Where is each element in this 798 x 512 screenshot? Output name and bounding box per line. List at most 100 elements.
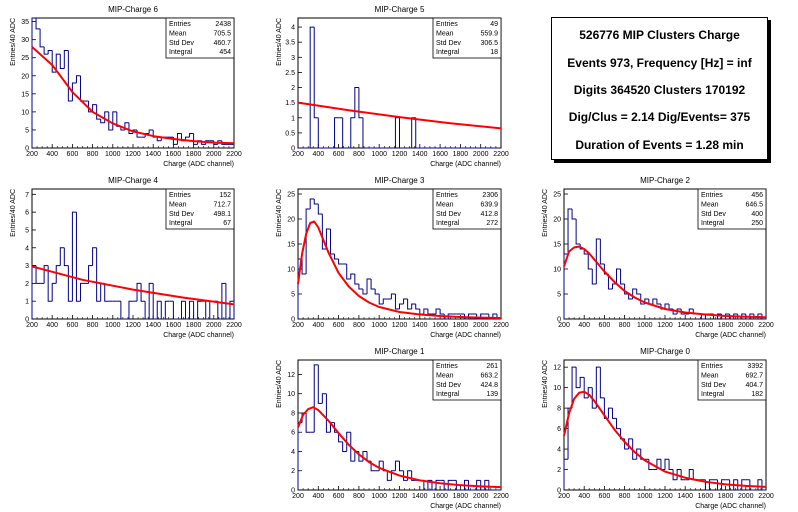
histogram-bin xyxy=(317,364,323,404)
histogram-bin xyxy=(104,283,109,302)
histogram-bin xyxy=(480,480,485,491)
x-axis-label: Charge (ADC channel) xyxy=(695,332,766,339)
stats-box-frame xyxy=(165,17,235,59)
histogram-bin xyxy=(636,289,641,295)
histogram-bin xyxy=(120,301,125,320)
summary-duration: Duration of Events = 1.28 min xyxy=(575,138,744,152)
stats-label: Integral xyxy=(701,220,725,227)
stats-value: 412.8 xyxy=(480,211,498,218)
stats-label: Entries xyxy=(436,363,458,370)
x-tick-label: 2200 xyxy=(758,493,774,500)
x-tick-label: 1000 xyxy=(371,151,387,158)
histogram-bin xyxy=(140,283,146,302)
histogram-bin xyxy=(55,53,61,73)
histogram-bin xyxy=(672,469,678,481)
x-tick-label: 800 xyxy=(87,151,99,158)
x-tick-label: 1200 xyxy=(392,151,408,158)
histogram-bin xyxy=(571,209,577,220)
histogram-bin xyxy=(342,441,347,452)
histogram-bin xyxy=(390,293,396,299)
stats-label: Mean xyxy=(169,201,187,208)
stats-label: Entries xyxy=(701,363,723,370)
histogram-bin xyxy=(43,46,49,55)
histogram-bin xyxy=(128,300,133,319)
stats-value: 139 xyxy=(486,391,498,398)
y-tick-label: 25 xyxy=(21,55,29,62)
stats-label: Entries xyxy=(436,192,458,199)
x-tick-label: 400 xyxy=(46,151,58,158)
histogram-bin xyxy=(156,300,162,319)
histogram-bin xyxy=(399,303,404,309)
summary-panel: 526776 MIP Clusters Charge Events 973, F… xyxy=(551,17,768,160)
histogram-bin xyxy=(680,309,686,315)
x-tick-label: 800 xyxy=(353,151,365,158)
stats-box-frame xyxy=(432,17,502,59)
histogram-bin xyxy=(680,469,686,481)
histogram-bin xyxy=(229,300,234,319)
histogram-bin xyxy=(583,249,589,255)
histogram-bin xyxy=(31,265,37,319)
y-tick-label: 0.5 xyxy=(285,130,295,137)
histogram-bin xyxy=(427,479,432,490)
y-tick-label: 0 xyxy=(557,488,561,495)
y-tick-label: 0 xyxy=(291,488,295,495)
histogram-bin xyxy=(476,314,481,320)
stats-value: 67 xyxy=(223,220,231,227)
histogram-bin xyxy=(108,111,113,131)
histogram-bin xyxy=(447,479,453,490)
histogram-bin xyxy=(455,480,461,491)
histogram-bin xyxy=(63,247,69,267)
y-tick-label: 0 xyxy=(557,317,561,324)
histogram-bin xyxy=(496,314,501,320)
y-tick-label: 5 xyxy=(291,292,295,299)
y-tick-label: 25 xyxy=(553,192,561,199)
x-tick-label: 1600 xyxy=(698,493,714,500)
histogram-bin xyxy=(317,117,323,149)
histogram-bin xyxy=(350,273,355,279)
histogram-bin xyxy=(616,268,621,284)
histogram-bin xyxy=(309,26,315,148)
y-tick-label: 2.5 xyxy=(285,70,295,77)
x-tick-label: 1400 xyxy=(412,151,428,158)
y-axis-label: Entries/40 ADC xyxy=(276,360,283,408)
stats-label: Std Dev xyxy=(701,211,726,218)
x-tick-label: 2200 xyxy=(758,322,774,329)
histogram-bin xyxy=(753,314,758,320)
histogram-bin xyxy=(71,211,77,302)
y-tick-label: 2 xyxy=(557,467,561,474)
stats-value: 424.8 xyxy=(480,382,498,389)
x-tick-label: 1000 xyxy=(371,322,387,329)
y-tick-label: 3 xyxy=(291,55,295,62)
histogram-bins xyxy=(297,198,501,320)
x-tick-label: 400 xyxy=(312,322,324,329)
x-tick-label: 1200 xyxy=(392,322,408,329)
stats-value: 692.7 xyxy=(745,372,763,379)
histogram-bin xyxy=(358,87,363,119)
histogram-bin xyxy=(338,432,343,443)
x-tick-label: 2200 xyxy=(493,493,509,500)
histogram-bin xyxy=(305,208,311,274)
histogram-bin xyxy=(688,469,694,480)
histogram-bin xyxy=(415,304,420,310)
histogram-bin xyxy=(591,387,597,409)
x-tick-label: 2200 xyxy=(226,322,242,329)
histogram-title: MIP-Charge 3 xyxy=(375,176,425,185)
histogram-bin xyxy=(676,469,682,480)
histogram-bin xyxy=(607,407,613,419)
histogram-bin xyxy=(92,247,97,266)
y-tick-label: 35 xyxy=(21,19,29,26)
histogram-bin xyxy=(88,265,93,284)
stats-value: 182 xyxy=(751,391,763,398)
stats-value: 152 xyxy=(219,192,231,199)
histogram-bin xyxy=(225,283,230,320)
histogram-bin xyxy=(717,313,722,319)
histogram-panel: MIP-Charge 1 200 400 600 800 1000 1200 1400 1600… xyxy=(276,347,509,510)
stats-label: Integral xyxy=(436,49,460,56)
x-tick-label: 2200 xyxy=(493,151,509,158)
histogram-bin xyxy=(640,294,645,305)
y-tick-label: 6 xyxy=(291,430,295,437)
stats-label: Mean xyxy=(701,372,719,379)
histogram-bin xyxy=(399,117,404,149)
histogram-bin xyxy=(152,283,158,320)
x-tick-label: 1800 xyxy=(453,322,469,329)
